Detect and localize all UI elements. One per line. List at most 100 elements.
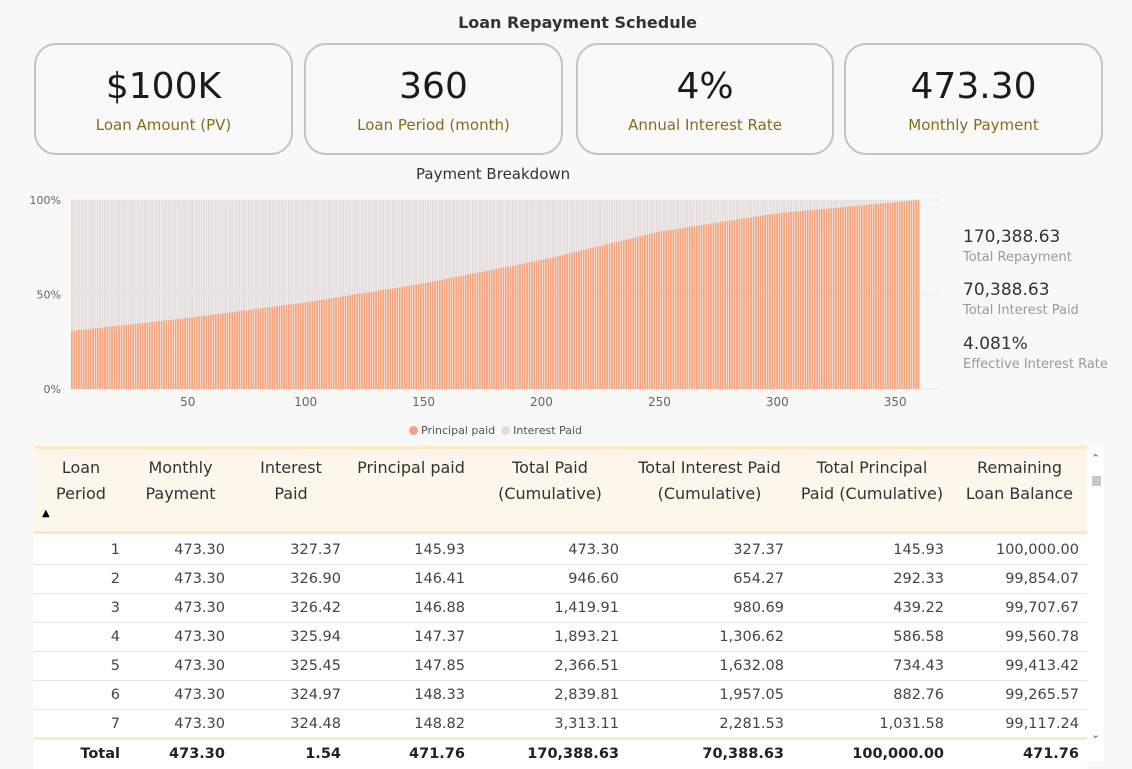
header-total-principal[interactable]: Total Principal Paid (Cumulative): [792, 446, 952, 534]
interest-bar: [287, 200, 290, 305]
interest-bar: [528, 200, 531, 263]
table-cell: 1,893.21: [473, 622, 627, 652]
interest-bar: [205, 200, 208, 316]
interest-bar: [297, 200, 300, 304]
principal-bar: [516, 264, 519, 389]
principal-bar: [363, 292, 366, 389]
table-cell: 99,707.67: [952, 593, 1087, 623]
interest-bar: [724, 200, 727, 222]
principal-bar: [273, 306, 276, 389]
header-total-interest[interactable]: Total Interest Paid (Cumulative): [627, 446, 792, 534]
header-loan-period[interactable]: Loan Period ▲: [34, 446, 128, 534]
principal-bar: [679, 228, 682, 389]
principal-bar: [545, 258, 547, 389]
principal-bar: [372, 291, 375, 389]
interest-bar: [144, 200, 146, 323]
interest-bar: [186, 200, 189, 318]
interest-bar: [306, 200, 309, 303]
interest-bar: [405, 200, 408, 287]
interest-bar: [379, 200, 382, 291]
interest-bar: [818, 200, 821, 210]
interest-bar: [795, 200, 797, 212]
principal-bar: [195, 316, 198, 389]
interest-bar: [530, 200, 533, 262]
interest-bar: [703, 200, 705, 225]
interest-bar: [634, 200, 637, 238]
principal-bar: [132, 323, 135, 389]
interest-bar: [396, 200, 399, 288]
principal-bar: [351, 294, 354, 389]
table-row[interactable]: 7 473.30 324.48 148.82 3,313.11 2,281.53 1,031…: [34, 709, 1087, 739]
interest-bar: [455, 200, 458, 277]
header-interest-paid[interactable]: Interest Paid: [233, 446, 349, 534]
principal-bar: [365, 292, 368, 389]
scroll-down-icon[interactable]: ⌄: [1091, 728, 1101, 741]
principal-bar: [799, 211, 802, 389]
interest-bar: [304, 200, 307, 303]
interest-bar: [181, 200, 184, 319]
principal-bar: [500, 268, 502, 389]
header-monthly-payment[interactable]: Monthly Payment: [128, 446, 233, 534]
interest-bar: [493, 200, 495, 270]
table-row[interactable]: 6 473.30 324.97 148.33 2,839.81 1,957.05 882.7…: [34, 680, 1087, 710]
principal-bar: [113, 326, 116, 389]
principal-bar: [804, 210, 807, 389]
principal-bar: [672, 229, 675, 389]
principal-bar: [92, 328, 94, 389]
table-row[interactable]: 1 473.30 327.37 145.93 473.30 327.37 145.93 100…: [34, 535, 1087, 565]
table-row[interactable]: 3 473.30 326.42 146.88 1,419.91 980.69 439.22 9…: [34, 593, 1087, 623]
scroll-up-icon[interactable]: ⌃: [1091, 452, 1101, 465]
legend-item-principal[interactable]: Principal paid: [409, 424, 495, 437]
interest-bar: [269, 200, 271, 308]
header-remaining-balance[interactable]: Remaining Loan Balance: [952, 446, 1087, 534]
stat-total-repayment: 170,388.63 Total Repayment: [963, 227, 1072, 265]
interest-bar: [627, 200, 630, 239]
interest-bar: [858, 200, 861, 206]
interest-bar: [792, 200, 795, 212]
table-cell: 327.37: [627, 535, 792, 565]
interest-bar: [533, 200, 535, 262]
interest-bar: [427, 200, 429, 283]
table-row[interactable]: 4 473.30 325.94 147.37 1,893.21 1,306.62 586.5…: [34, 622, 1087, 652]
interest-bar: [474, 200, 477, 274]
principal-bar: [811, 209, 814, 389]
principal-bar: [773, 213, 776, 389]
scroll-thumb[interactable]: [1092, 476, 1101, 486]
interest-bar: [823, 200, 826, 209]
table-row[interactable]: 2 473.30 326.90 146.41 946.60 654.27 292.33 99,…: [34, 564, 1087, 594]
interest-bar: [526, 200, 528, 263]
table-row[interactable]: 5 473.30 325.45 147.85 2,366.51 1,632.08 734.4…: [34, 651, 1087, 681]
interest-bar: [705, 200, 708, 225]
principal-bar: [884, 203, 887, 389]
principal-bar: [403, 286, 406, 389]
table-scrollbar[interactable]: ⌃ ⌄: [1090, 452, 1104, 742]
interest-bar: [478, 200, 481, 273]
principal-bar: [889, 202, 892, 389]
principal-bar: [535, 261, 538, 389]
principal-bar: [818, 209, 821, 389]
principal-bar: [106, 326, 109, 389]
interest-bar: [611, 200, 613, 243]
table-cell: 147.37: [349, 622, 473, 652]
interest-bar: [471, 200, 474, 274]
table-cell: 946.60: [473, 564, 627, 594]
report-title: Loan Repayment Schedule: [458, 13, 697, 32]
principal-bar: [332, 297, 335, 389]
principal-bar: [165, 320, 168, 389]
header-principal-paid[interactable]: Principal paid: [349, 446, 473, 534]
legend-item-interest[interactable]: Interest Paid: [501, 424, 582, 437]
interest-bar: [280, 200, 283, 306]
principal-bar: [356, 294, 359, 389]
interest-bar: [648, 200, 651, 234]
principal-bar: [745, 217, 748, 389]
interest-bar: [910, 200, 913, 201]
table-cell: 99,560.78: [952, 622, 1087, 652]
interest-bar: [585, 200, 587, 250]
table-cell: 2,839.81: [473, 680, 627, 710]
principal-bar: [405, 286, 408, 389]
interest-bar: [224, 200, 227, 313]
header-total-paid[interactable]: Total Paid (Cumulative): [473, 446, 627, 534]
table-cell: 473.30: [128, 709, 233, 739]
interest-bar: [82, 200, 85, 330]
principal-bar: [89, 328, 92, 389]
